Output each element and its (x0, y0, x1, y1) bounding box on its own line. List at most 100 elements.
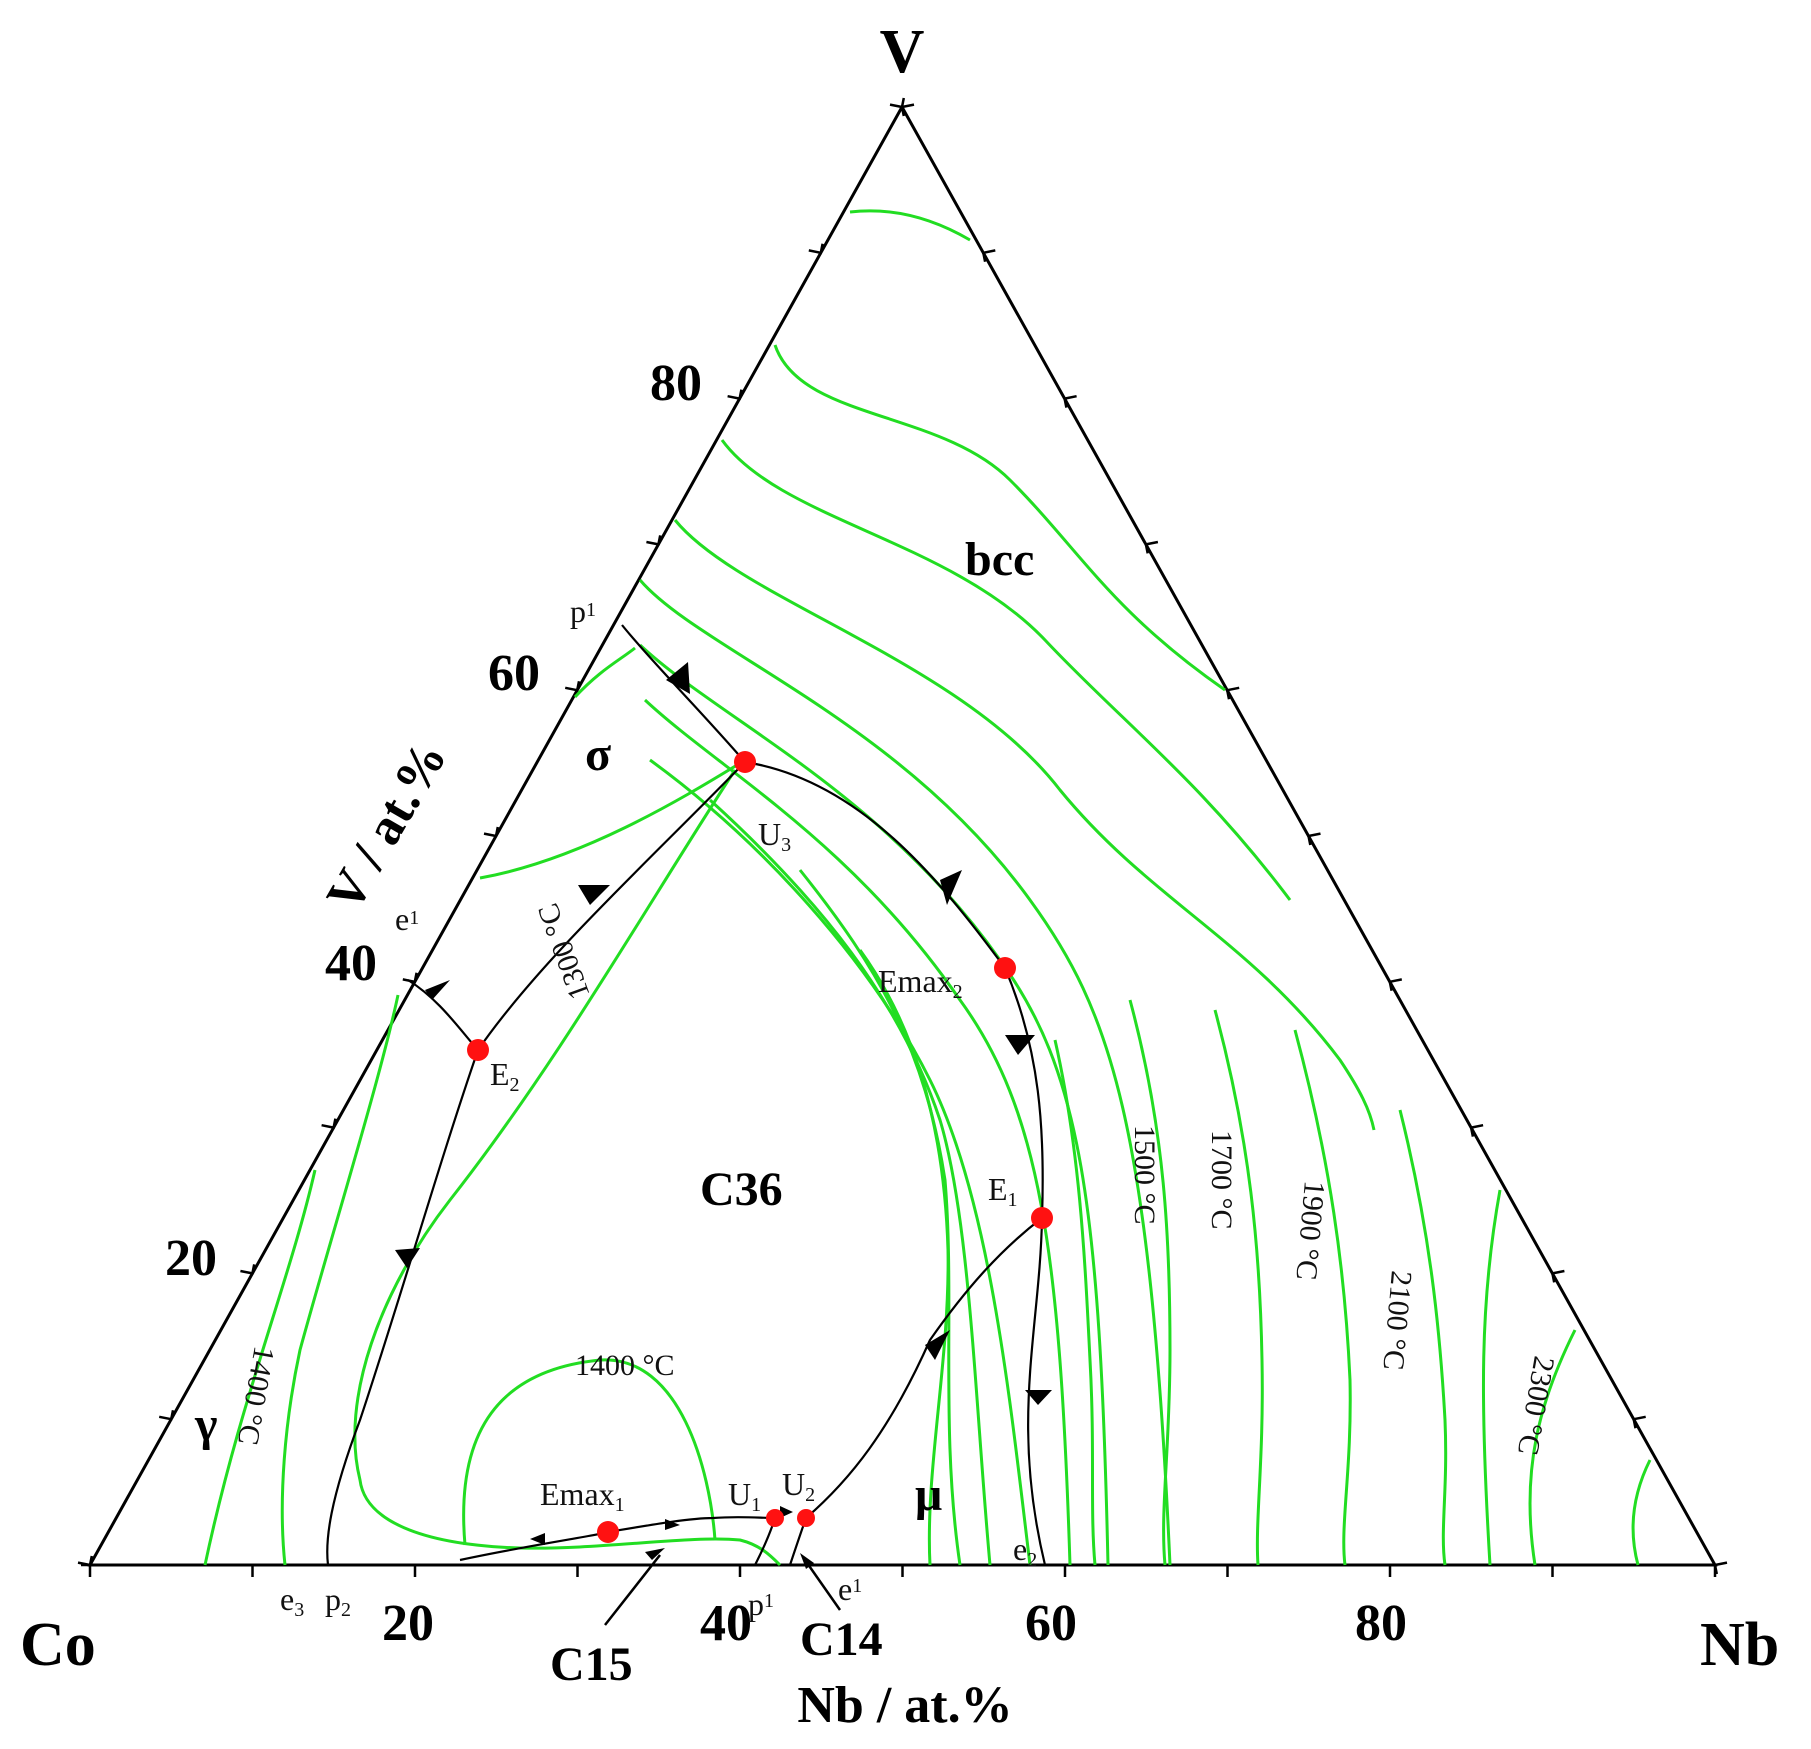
phase-bcc: bcc (965, 533, 1034, 586)
isotherm-col-b (638, 643, 1110, 1566)
invariant-points (467, 751, 1053, 1543)
tick-mark (564, 680, 581, 692)
isotherm-2300b (1398, 1109, 1448, 1566)
tick-mark (1388, 978, 1403, 992)
label-e2-bottom: e2 (1013, 1531, 1037, 1571)
tick-mark (1469, 1123, 1484, 1137)
phase-pointers (604, 1548, 842, 1626)
iso-label-2300: 2300 °C (1511, 1354, 1561, 1458)
phase-mu: μ (915, 1468, 942, 1521)
iso-label-2100: 2100 °C (1376, 1269, 1418, 1371)
isotherm-2100 (1293, 1029, 1352, 1566)
bottom-axis-label: Nb / at.% (797, 1677, 1012, 1734)
tick-mark (243, 1563, 254, 1577)
monovariant-lines (326, 624, 1047, 1566)
line-e1left-e2 (407, 979, 479, 1051)
isotherm-col-f (798, 869, 962, 1566)
isotherm-top-cap (849, 209, 971, 242)
point-u2 (797, 1509, 815, 1527)
phase-c15: C15 (550, 1638, 633, 1691)
left-tick-60: 60 (488, 645, 540, 702)
iso-label-1400-top: 1400 °C (575, 1349, 675, 1382)
arrow-3 (1005, 1035, 1035, 1055)
tick-mark (727, 389, 743, 401)
iso-label-1500: 1500 °C (1128, 1125, 1161, 1225)
isotherm-right-1 (1481, 1189, 1502, 1566)
isotherm-sigma-lower (479, 760, 743, 880)
tick-mark (1706, 1563, 1717, 1577)
isotherm-1300 (353, 769, 782, 1567)
tick-mark (1543, 1563, 1554, 1577)
isotherm-1700 (1128, 999, 1172, 1566)
point-e2 (467, 1039, 489, 1061)
tick-mark (731, 1563, 742, 1577)
left-tick-80: 80 (650, 355, 702, 412)
isotherm-bcc-2 (720, 439, 1292, 901)
phase-c14: C14 (800, 1613, 883, 1666)
isotherm-2300 (673, 519, 1376, 1131)
left-tick-20: 20 (165, 1230, 217, 1287)
isotherm-col-d (649, 758, 1032, 1566)
tick-mark (81, 1563, 92, 1577)
label-e3: e3 (280, 1581, 304, 1621)
tick-mark (483, 826, 500, 838)
tick-mark (1632, 1415, 1646, 1429)
isotherm-col-c (643, 698, 1072, 1566)
tick-mark (1550, 1269, 1565, 1283)
label-u3: U3 (758, 816, 791, 856)
label-u1: U1 (728, 1476, 761, 1516)
arrow-8 (395, 1248, 420, 1268)
tick-mark (1225, 686, 1240, 700)
tick-mark (406, 1563, 417, 1577)
line-c15 (459, 1516, 776, 1562)
tick-mark (893, 1563, 904, 1577)
tick-mark (158, 1409, 175, 1421)
tick-mark (900, 103, 915, 117)
label-e2: E2 (490, 1056, 520, 1096)
corner-nb: Nb (1700, 1611, 1779, 1679)
tick-mark (981, 249, 996, 263)
tick-mark (1381, 1563, 1392, 1577)
direction-arrows (395, 662, 1052, 1545)
corner-co: Co (20, 1611, 96, 1679)
arrow-5 (925, 1330, 950, 1360)
isotherm-1900 (1213, 1009, 1264, 1566)
label-e1-left: e1 (395, 901, 419, 937)
isotherm-gamma-1 (203, 1169, 317, 1566)
label-emax1: Emax1 (540, 1476, 625, 1516)
phase-sigma: σ (585, 728, 611, 781)
line-p1-u3 (621, 624, 746, 763)
tick-mark (1218, 1563, 1229, 1577)
arrow-4 (1025, 1390, 1052, 1405)
arrow-6 (578, 885, 610, 905)
label-p1-bottom: p1 (748, 1586, 774, 1622)
line-e2-p2 (326, 1049, 480, 1566)
iso-label-1700: 1700 °C (1205, 1130, 1238, 1230)
tick-mark (321, 1118, 337, 1130)
isotherm-right-3 (1631, 1459, 1652, 1566)
line-u2-e1 (805, 1217, 1043, 1519)
tick-mark (808, 243, 824, 255)
arrow-9 (530, 1533, 545, 1545)
tick-mark (1144, 540, 1159, 554)
point-u3 (734, 751, 756, 773)
tick-mark (1063, 394, 1077, 408)
tick-mark (240, 1264, 256, 1275)
bottom-tick-40: 40 (700, 1595, 752, 1652)
isotherm-col-a (638, 579, 1172, 1566)
corner-v: V (880, 18, 925, 86)
line-u3-emax2 (744, 760, 1006, 969)
left-tick-40: 40 (325, 935, 377, 992)
isotherm-lines (203, 209, 1652, 1567)
isotherm-col-e (708, 798, 992, 1566)
label-e1-bottom: e1 (838, 1571, 862, 1607)
triangle-frame (87, 103, 1718, 1567)
label-e1-inner: E1 (988, 1171, 1018, 1211)
bottom-tick-80: 80 (1355, 1595, 1407, 1652)
arrow-10 (665, 1519, 680, 1530)
phase-c36: C36 (700, 1163, 783, 1216)
left-axis-label: V / at.% (316, 732, 458, 921)
tick-mark (646, 535, 662, 546)
iso-label-1400-left: 1400 °C (231, 1344, 281, 1448)
label-u2: U2 (782, 1466, 815, 1506)
